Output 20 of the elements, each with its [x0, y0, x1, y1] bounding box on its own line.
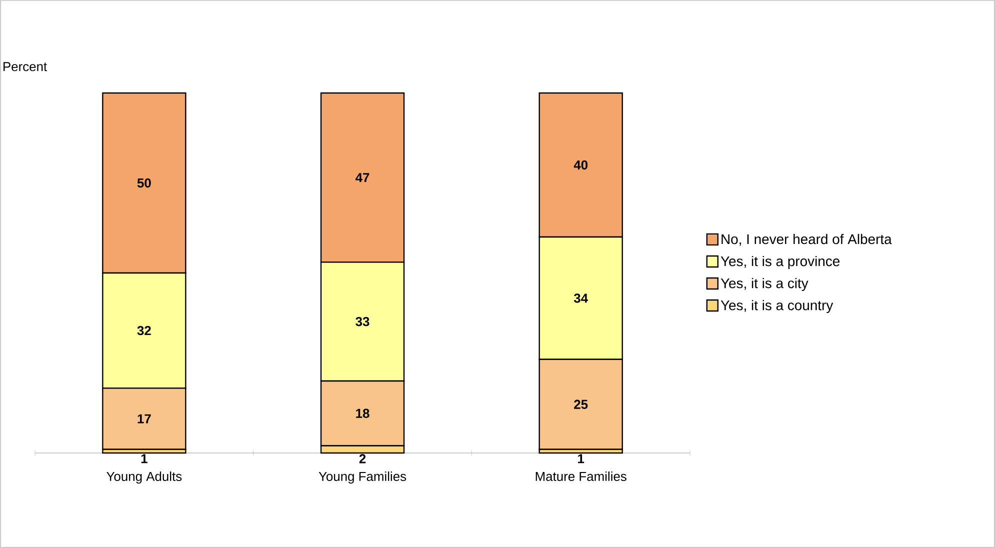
- legend-label: No, I never heard of Alberta: [722, 234, 892, 246]
- legend-label: Yes, it is a city: [720, 278, 808, 291]
- y-axis-title: Percent: [4, 62, 47, 72]
- x-tick-label: Young Families: [318, 471, 406, 484]
- data-label: 17: [138, 414, 151, 424]
- data-label: 25: [574, 400, 588, 409]
- data-label: 34: [574, 294, 588, 303]
- data-label: 33: [356, 316, 370, 326]
- x-tick-label: Mature Families: [536, 471, 626, 482]
- data-label: 1: [141, 454, 148, 464]
- legend-label: Yes, it is a country: [720, 300, 834, 314]
- data-label: 1: [578, 454, 584, 464]
- x-tick-label: Young Adults: [106, 471, 182, 484]
- legend-label: Yes, it is a province: [720, 256, 840, 269]
- data-label: 2: [359, 454, 366, 464]
- data-label: 50: [137, 178, 151, 188]
- data-label: 18: [356, 408, 370, 418]
- data-label: 32: [137, 326, 151, 336]
- data-label: 40: [574, 160, 588, 170]
- data-label: 47: [356, 173, 370, 182]
